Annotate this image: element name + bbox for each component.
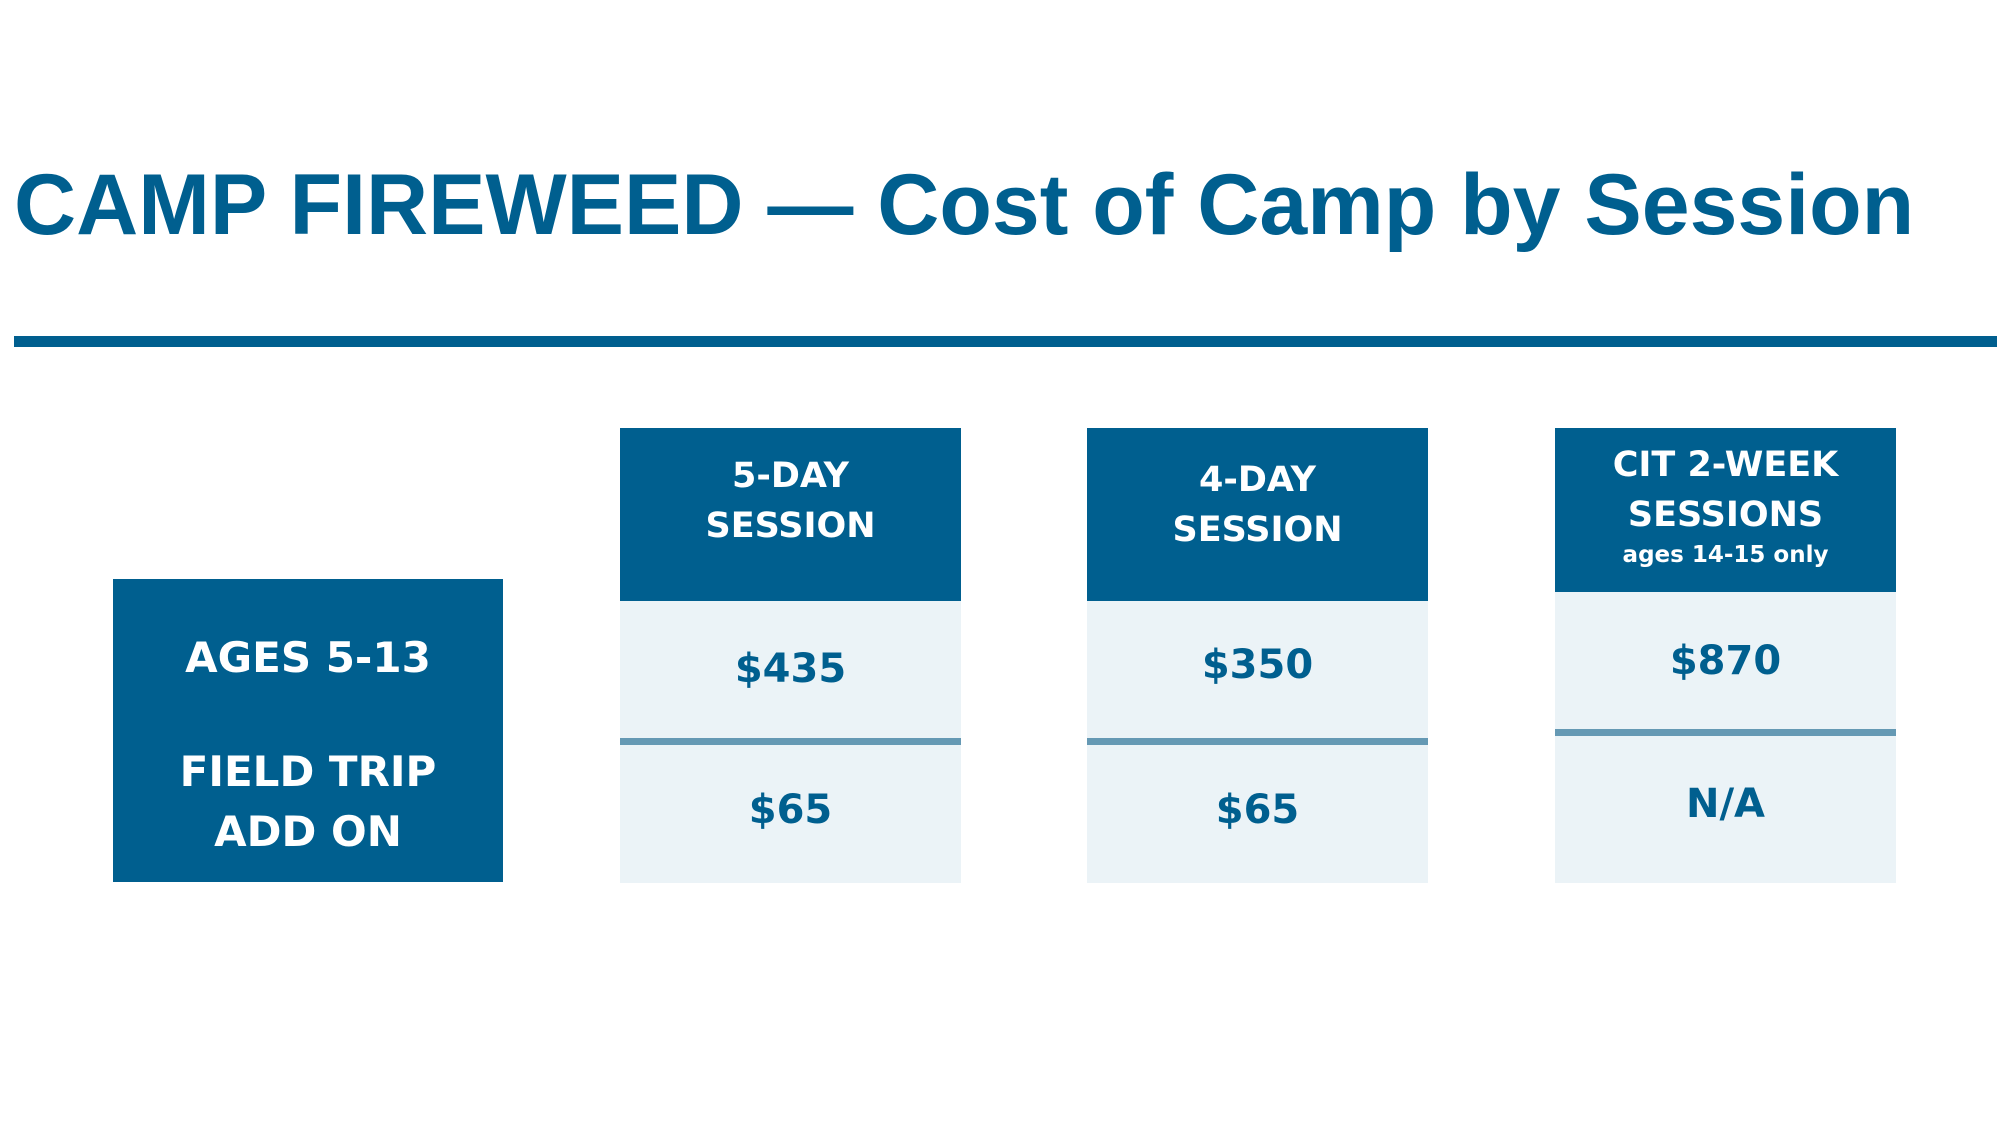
session-column-cit-2-week: CIT 2-WEEK SESSIONS ages 14-15 only $870… <box>1555 428 1896 883</box>
session-header-line2: SESSION <box>705 506 876 546</box>
session-header-line2: SESSIONS <box>1627 495 1824 535</box>
session-price-cell: $870 <box>1555 592 1896 729</box>
session-price: $350 <box>1201 642 1314 688</box>
field-trip-price-cell: $65 <box>620 745 961 883</box>
row-divider <box>620 738 961 745</box>
field-trip-price: N/A <box>1685 781 1766 827</box>
field-trip-label-line1: FIELD TRIP <box>179 747 437 796</box>
field-trip-label: FIELD TRIP ADD ON <box>113 742 503 862</box>
row-divider <box>1087 738 1428 745</box>
session-header-line1: 4-DAY <box>1198 460 1316 500</box>
session-column-4-day: 4-DAY SESSION $350 $65 <box>1087 428 1428 883</box>
session-price: $870 <box>1669 638 1782 684</box>
session-header: 5-DAY SESSION <box>620 428 961 601</box>
session-column-5-day: 5-DAY SESSION $435 $65 <box>620 428 961 883</box>
row-divider <box>1555 729 1896 736</box>
field-trip-price-cell: N/A <box>1555 736 1896 883</box>
field-trip-price: $65 <box>1215 787 1300 833</box>
session-price-cell: $435 <box>620 601 961 738</box>
session-header: 4-DAY SESSION <box>1087 428 1428 601</box>
session-header-line1: 5-DAY <box>731 456 849 496</box>
title-divider <box>14 336 1997 347</box>
session-header-line1: CIT 2-WEEK <box>1612 445 1839 485</box>
field-trip-price: $65 <box>748 787 833 833</box>
field-trip-price-cell: $65 <box>1087 745 1428 883</box>
page-title: CAMP FIREWEED — Cost of Camp by Session <box>14 157 1915 253</box>
session-price: $435 <box>734 646 847 692</box>
row-labels-box: AGES 5-13 FIELD TRIP ADD ON <box>113 579 503 882</box>
session-header: CIT 2-WEEK SESSIONS ages 14-15 only <box>1555 428 1896 592</box>
session-header-line2: SESSION <box>1172 510 1343 550</box>
ages-label: AGES 5-13 <box>185 633 431 682</box>
session-header-note: ages 14-15 only <box>1622 542 1829 568</box>
session-price-cell: $350 <box>1087 601 1428 738</box>
field-trip-label-line2: ADD ON <box>214 807 402 856</box>
